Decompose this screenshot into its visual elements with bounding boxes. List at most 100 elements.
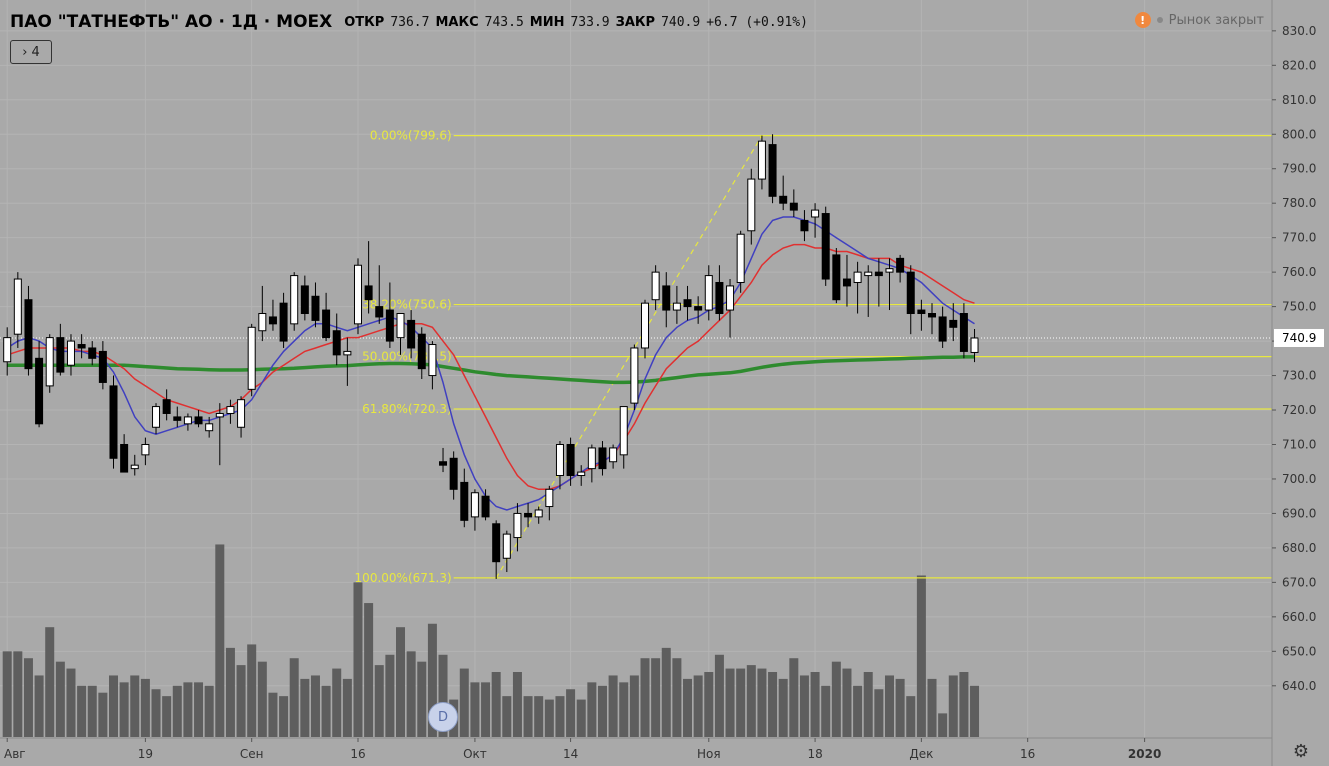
volume-bar: [204, 685, 214, 737]
candle-body: [779, 195, 788, 204]
close-label: ЗАКР: [615, 14, 656, 30]
ma-blue-line: [6, 216, 975, 511]
candle-body: [24, 299, 33, 370]
volume-bar: [959, 672, 969, 737]
dividend-marker[interactable]: D: [428, 702, 458, 732]
candle-body: [800, 219, 809, 232]
close-value: 740.9: [661, 14, 701, 30]
volume-bar: [364, 603, 374, 737]
volume-bar: [789, 658, 799, 737]
candle-body: [555, 443, 564, 477]
volume-bar: [321, 685, 331, 737]
candle-body: [789, 202, 798, 211]
volume-bar: [55, 661, 65, 737]
candle: [715, 265, 724, 321]
volume-bar: [693, 675, 703, 737]
candle-body: [237, 399, 246, 428]
candle-body: [396, 313, 405, 339]
volume-bar: [672, 658, 682, 737]
candle-body: [917, 309, 926, 315]
candle-body: [906, 271, 915, 315]
candle: [290, 272, 299, 331]
last-price-label: 740.9: [1282, 331, 1316, 345]
volume-bar: [172, 685, 182, 737]
price-tick-label: 770.0: [1282, 231, 1316, 245]
volume-bar: [683, 678, 693, 737]
price-tick-label: 820.0: [1282, 58, 1316, 72]
market-status[interactable]: ! Рынок закрыт: [1134, 12, 1264, 28]
volume-bar: [725, 668, 735, 737]
candle: [428, 341, 437, 390]
candle: [513, 503, 522, 552]
candle-body: [130, 464, 139, 470]
candle-body: [470, 492, 479, 518]
candle: [13, 272, 22, 348]
volume-bar: [619, 682, 629, 737]
price-axis: 640.0 650.0 660.0 670.0 680.0 690.0 700.0 710.0…: [1271, 0, 1329, 766]
candle: [789, 189, 798, 217]
candle: [109, 375, 118, 469]
volume-bar: [512, 672, 522, 737]
volume-bar: [863, 672, 873, 737]
candle-body: [353, 264, 362, 325]
fib-trend-line: [495, 135, 763, 579]
volume-bar: [597, 685, 607, 737]
candle: [481, 489, 490, 521]
time-axis: Авг 19 Сен 16 Окт 14 Ноя 18 Дек 16 2020: [0, 737, 1272, 761]
candle-body: [821, 213, 830, 280]
candle-body: [598, 447, 607, 470]
candle-body: [609, 447, 618, 463]
candle: [311, 282, 320, 328]
candle-body: [694, 306, 703, 311]
candle: [598, 441, 607, 476]
volume-bar: [853, 685, 863, 737]
candle-body: [77, 344, 86, 349]
candle-body: [641, 302, 649, 349]
symbol-title[interactable]: ПАО "ТАТНЕФТЬ" АО · 1Д · MOEX: [10, 12, 333, 32]
candle-body: [428, 344, 437, 377]
candle-body: [938, 316, 947, 342]
candle-body: [566, 443, 575, 477]
volume-bar: [608, 675, 618, 737]
candle-body: [683, 299, 692, 308]
candle-body: [524, 512, 533, 518]
candle-body: [194, 416, 203, 425]
price-tick-label: 790.0: [1282, 162, 1316, 176]
candle: [811, 203, 820, 238]
volume-bar: [300, 678, 310, 737]
candle-body: [449, 457, 458, 490]
candle-body: [630, 347, 639, 404]
candle: [492, 520, 501, 579]
volume-bar: [406, 651, 416, 737]
candle: [736, 230, 745, 293]
candle-body: [407, 319, 416, 349]
warning-icon[interactable]: !: [1134, 12, 1151, 28]
candle-body: [3, 337, 12, 363]
volume-bar: [417, 661, 427, 737]
candle: [56, 323, 65, 376]
candle-body: [502, 533, 511, 559]
time-tick-label: Сен: [240, 747, 264, 761]
volume-bar: [459, 668, 469, 737]
candle-body: [970, 337, 979, 353]
candle-body: [672, 302, 681, 311]
volume-bar: [629, 675, 639, 737]
candle: [683, 285, 692, 321]
fib-level-label: 61.80%(720.3): [362, 402, 451, 416]
candle-body: [364, 285, 373, 301]
candle: [672, 285, 681, 324]
candle: [630, 344, 639, 411]
candle-body: [757, 140, 766, 180]
candle: [885, 258, 894, 311]
candle: [35, 341, 44, 428]
candle: [662, 272, 671, 328]
chart-header: ПАО "ТАТНЕФТЬ" АО · 1Д · MOEX ОТКР 736.7…: [10, 8, 808, 36]
settings-gear-icon[interactable]: ⚙: [1292, 741, 1310, 762]
indicators-collapse-button[interactable]: › 4: [10, 40, 52, 64]
candle-body: [66, 340, 75, 366]
volume-bar: [576, 699, 586, 737]
candle-body: [152, 406, 161, 428]
candle: [694, 296, 703, 324]
fib-level-label: 38.20%(750.6): [362, 298, 451, 312]
